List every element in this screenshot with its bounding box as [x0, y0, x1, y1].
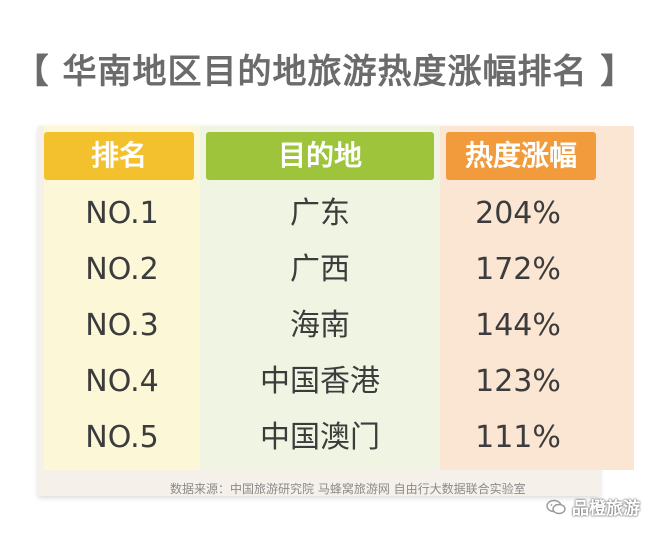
destination-cell: 中国香港: [260, 364, 380, 399]
header-rank: 排名: [44, 132, 194, 180]
data-source-note: 数据来源：中国旅游研究院 马蜂窝旅游网 自由行大数据联合实验室: [170, 482, 526, 496]
heat-increase-cell: 172%: [475, 252, 561, 287]
rank-cell: NO.3: [85, 308, 159, 343]
heat-increase-cell: 204%: [475, 196, 561, 231]
destination-cell: 广西: [290, 252, 350, 287]
heat-column-bg: [440, 126, 634, 470]
destination-cell: 中国澳门: [260, 420, 380, 455]
wechat-icon: [546, 499, 566, 514]
rank-cell: NO.4: [85, 364, 159, 399]
header-heat-increase: 热度涨幅: [446, 132, 596, 180]
heat-increase-cell: 144%: [475, 308, 561, 343]
heat-increase-cell: 111%: [475, 420, 561, 455]
rank-cell: NO.1: [85, 196, 159, 231]
watermark-text: 品橙旅游: [572, 499, 640, 519]
rank-cell: NO.5: [85, 420, 159, 455]
rank-column-bg: [44, 126, 200, 470]
destination-cell: 海南: [290, 308, 350, 343]
destination-column-bg: [200, 126, 440, 470]
destination-cell: 广东: [290, 196, 350, 231]
watermark: 品橙旅游: [546, 494, 640, 519]
header-destination: 目的地: [206, 132, 434, 180]
rank-cell: NO.2: [85, 252, 159, 287]
heat-increase-cell: 123%: [475, 364, 561, 399]
page-title: 【 华南地区目的地旅游热度涨幅排名 】: [14, 52, 636, 92]
ranking-table: 排名 目的地 热度涨幅 NO.1 广东 204% NO.2 广西 172% NO.3 海南 14…: [38, 126, 634, 496]
